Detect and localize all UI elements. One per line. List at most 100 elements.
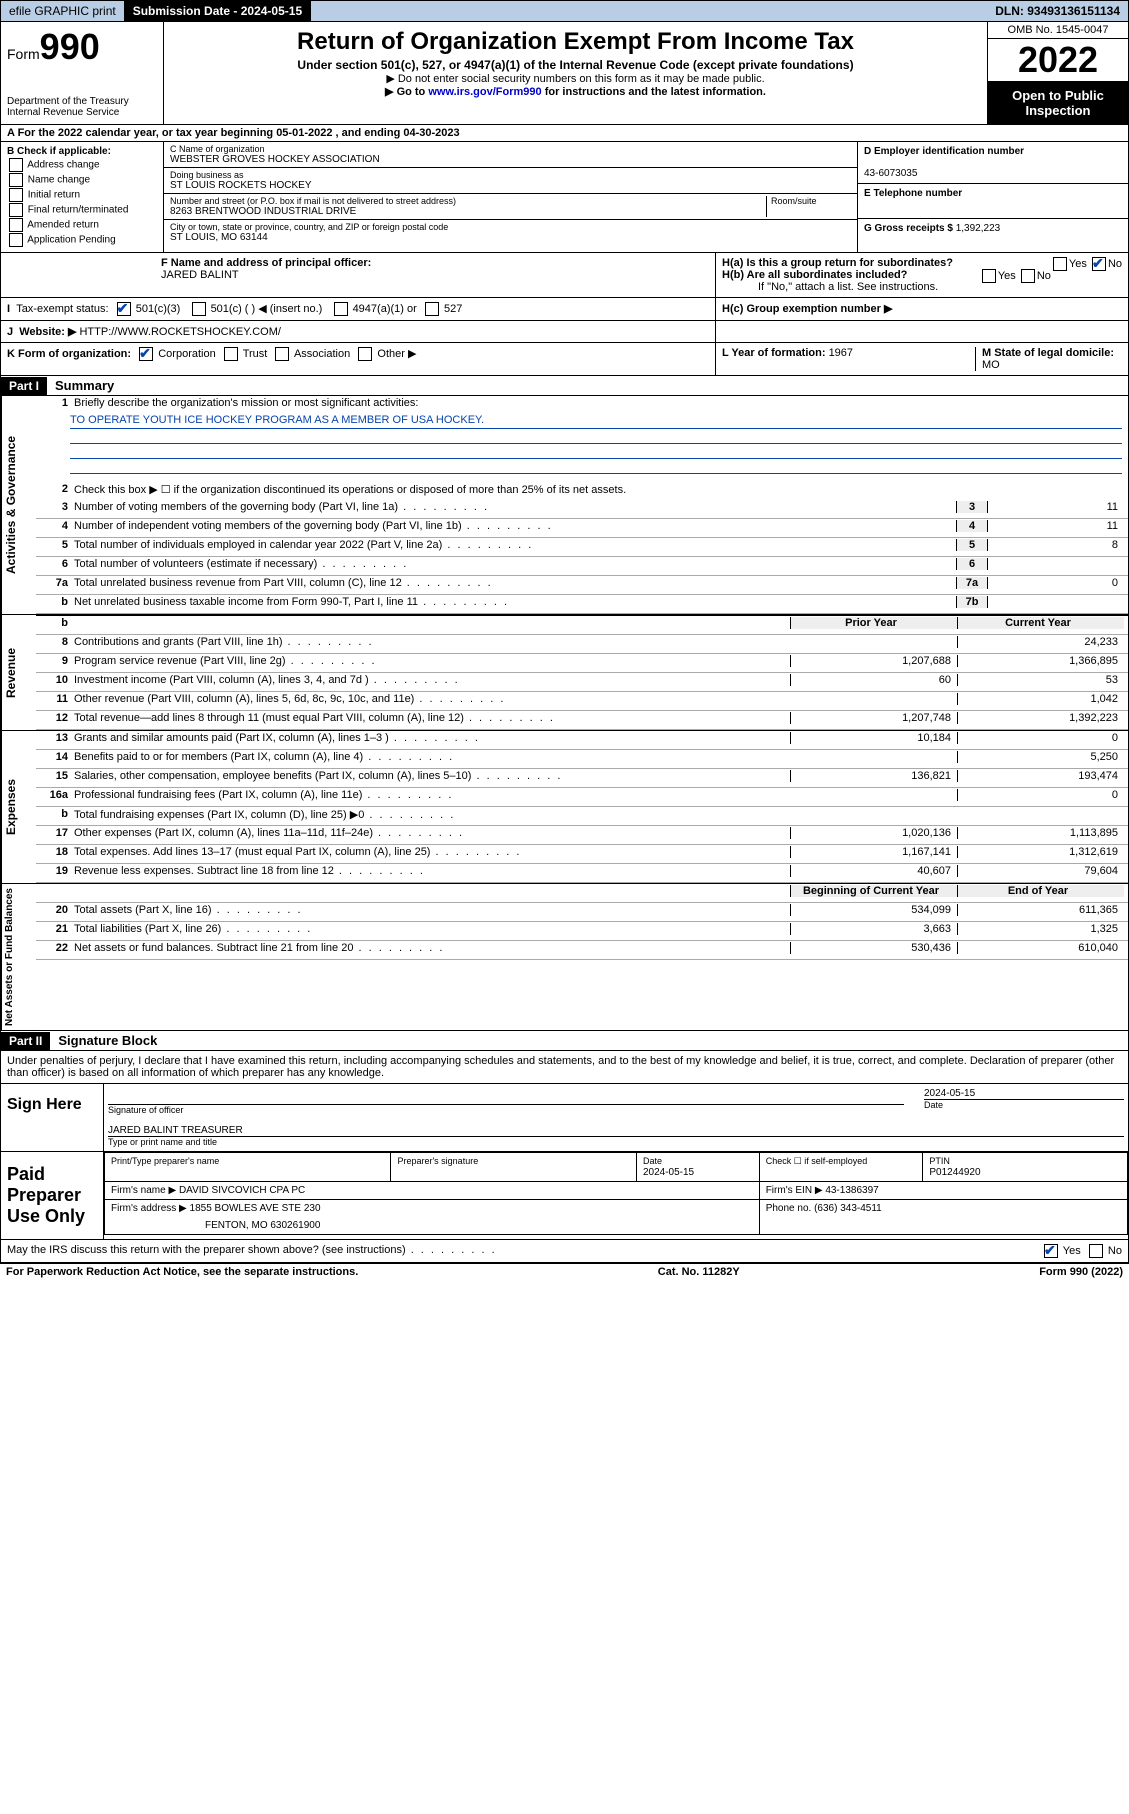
open-to-public: Open to Public Inspection — [988, 82, 1128, 124]
discuss-yes[interactable] — [1044, 1244, 1058, 1258]
efile-label: efile GRAPHIC print — [1, 1, 125, 21]
column-d-e-g: D Employer identification number 43-6073… — [857, 142, 1128, 252]
summary-line: 13Grants and similar amounts paid (Part … — [36, 731, 1128, 750]
summary-line: 17Other expenses (Part IX, column (A), l… — [36, 826, 1128, 845]
summary-line: 12Total revenue—add lines 8 through 11 (… — [36, 711, 1128, 730]
officer-group-rows: F Name and address of principal officer:… — [0, 253, 1129, 376]
summary-line: 21Total liabilities (Part X, line 26)3,6… — [36, 922, 1128, 941]
block-activities-governance: Activities & Governance 1 Briefly descri… — [0, 396, 1129, 615]
summary-line: 20Total assets (Part X, line 16)534,0996… — [36, 903, 1128, 922]
summary-line: 4Number of independent voting members of… — [36, 519, 1128, 538]
irs-link[interactable]: www.irs.gov/Form990 — [428, 86, 541, 98]
telephone-label: E Telephone number — [864, 188, 962, 199]
part2-header-bar: Part II Signature Block — [0, 1031, 1129, 1051]
summary-line: 11Other revenue (Part VIII, column (A), … — [36, 692, 1128, 711]
summary-line: 16aProfessional fundraising fees (Part I… — [36, 788, 1128, 807]
summary-line: 3Number of voting members of the governi… — [36, 500, 1128, 519]
part2-label: Part II — [1, 1032, 50, 1050]
year-formation: 1967 — [829, 347, 853, 359]
block-revenue: Revenue b Prior Year Current Year 8Contr… — [0, 615, 1129, 731]
column-c-name-address: C Name of organization WEBSTER GROVES HO… — [164, 142, 857, 252]
discuss-row: May the IRS discuss this return with the… — [1, 1239, 1128, 1262]
part1-label: Part I — [1, 377, 47, 395]
check-app-pending[interactable]: Application Pending — [7, 233, 157, 247]
check-association[interactable] — [275, 347, 289, 361]
preparer-table: Print/Type preparer's name Preparer's si… — [104, 1152, 1128, 1235]
check-initial-return[interactable]: Initial return — [7, 188, 157, 202]
firm-name: DAVID SIVCOVICH CPA PC — [179, 1185, 305, 1196]
summary-line: 8Contributions and grants (Part VIII, li… — [36, 635, 1128, 654]
state-domicile: MO — [982, 359, 1000, 371]
discuss-no[interactable] — [1089, 1244, 1103, 1258]
vtab-revenue: Revenue — [1, 615, 36, 730]
omb-number: OMB No. 1545-0047 — [988, 22, 1128, 39]
website-url: HTTP://WWW.ROCKETSHOCKEY.COM/ — [79, 326, 280, 338]
header-title-block: Return of Organization Exempt From Incom… — [164, 22, 987, 124]
submission-date-box: Submission Date - 2024-05-15 — [125, 1, 311, 21]
check-address-change[interactable]: Address change — [7, 158, 157, 172]
tax-year: 2022 — [988, 39, 1128, 82]
vtab-expenses: Expenses — [1, 731, 36, 883]
signature-block: Under penalties of perjury, I declare th… — [0, 1051, 1129, 1263]
city-state-zip: ST LOUIS, MO 63144 — [170, 232, 851, 243]
summary-line: 7aTotal unrelated business revenue from … — [36, 576, 1128, 595]
vtab-net-assets: Net Assets or Fund Balances — [1, 884, 36, 1030]
subtitle-2: ▶ Do not enter social security numbers o… — [168, 72, 983, 85]
firm-phone: (636) 343-4511 — [814, 1203, 882, 1214]
summary-line: 14Benefits paid to or for members (Part … — [36, 750, 1128, 769]
firm-city: FENTON, MO 630261900 — [105, 1217, 760, 1235]
check-corporation[interactable] — [139, 347, 153, 361]
part1-header-bar: Part I Summary — [0, 376, 1129, 396]
footer-left: For Paperwork Reduction Act Notice, see … — [6, 1266, 358, 1278]
summary-line: 22Net assets or fund balances. Subtract … — [36, 941, 1128, 960]
row-a-tax-year: A For the 2022 calendar year, or tax yea… — [0, 125, 1129, 142]
sign-here-label: Sign Here — [1, 1084, 104, 1151]
ein-value: 43-6073035 — [864, 168, 917, 179]
gross-receipts: 1,392,223 — [956, 223, 1001, 234]
check-final-return[interactable]: Final return/terminated — [7, 203, 157, 217]
check-527[interactable] — [425, 302, 439, 316]
summary-line: 19Revenue less expenses. Subtract line 1… — [36, 864, 1128, 883]
header-right: OMB No. 1545-0047 2022 Open to Public In… — [987, 22, 1128, 124]
mission-text: TO OPERATE YOUTH ICE HOCKEY PROGRAM AS A… — [70, 414, 1122, 429]
dba-name: ST LOUIS ROCKETS HOCKEY — [170, 180, 851, 191]
form-title: Return of Organization Exempt From Incom… — [168, 28, 983, 56]
summary-line: 6Total number of volunteers (estimate if… — [36, 557, 1128, 576]
summary-line: 10Investment income (Part VIII, column (… — [36, 673, 1128, 692]
org-name: WEBSTER GROVES HOCKEY ASSOCIATION — [170, 154, 851, 165]
header-left: Form990 Department of the Treasury Inter… — [1, 22, 164, 124]
check-501c[interactable] — [192, 302, 206, 316]
check-501c3[interactable] — [117, 302, 131, 316]
footer-right: Form 990 (2022) — [1039, 1266, 1123, 1278]
dept-treasury: Department of the Treasury Internal Reve… — [7, 96, 157, 118]
street-address: 8263 BRENTWOOD INDUSTRIAL DRIVE — [170, 206, 766, 217]
officer-name-title: JARED BALINT TREASURER — [108, 1125, 1124, 1136]
summary-line: 15Salaries, other compensation, employee… — [36, 769, 1128, 788]
part2-title: Signature Block — [50, 1031, 165, 1050]
summary-line: 5Total number of individuals employed in… — [36, 538, 1128, 557]
page-footer: For Paperwork Reduction Act Notice, see … — [0, 1263, 1129, 1280]
block-expenses: Expenses 13Grants and similar amounts pa… — [0, 731, 1129, 884]
block-net-assets: Net Assets or Fund Balances Beginning of… — [0, 884, 1129, 1031]
check-4947[interactable] — [334, 302, 348, 316]
entity-info-grid: B Check if applicable: Address change Na… — [0, 142, 1129, 253]
vtab-activities: Activities & Governance — [1, 396, 36, 614]
form-header: Form990 Department of the Treasury Inter… — [0, 22, 1129, 125]
firm-address: 1855 BOWLES AVE STE 230 — [190, 1203, 321, 1214]
dln-box: DLN: 93493136151134 — [987, 1, 1128, 21]
column-b-checkboxes: B Check if applicable: Address change Na… — [1, 142, 164, 252]
summary-line: 9Program service revenue (Part VIII, lin… — [36, 654, 1128, 673]
form-number: Form990 — [7, 26, 157, 68]
sig-date: 2024-05-15 — [924, 1088, 1124, 1099]
check-name-change[interactable]: Name change — [7, 173, 157, 187]
firm-ein: 43-1386397 — [825, 1185, 878, 1196]
check-trust[interactable] — [224, 347, 238, 361]
top-bar: efile GRAPHIC print Submission Date - 20… — [0, 0, 1129, 22]
ptin: P01244920 — [929, 1167, 980, 1178]
subtitle-1: Under section 501(c), 527, or 4947(a)(1)… — [168, 58, 983, 72]
summary-line: bNet unrelated business taxable income f… — [36, 595, 1128, 614]
check-other[interactable] — [358, 347, 372, 361]
paid-preparer-label: Paid Preparer Use Only — [1, 1152, 104, 1239]
summary-line: 18Total expenses. Add lines 13–17 (must … — [36, 845, 1128, 864]
check-amended[interactable]: Amended return — [7, 218, 157, 232]
